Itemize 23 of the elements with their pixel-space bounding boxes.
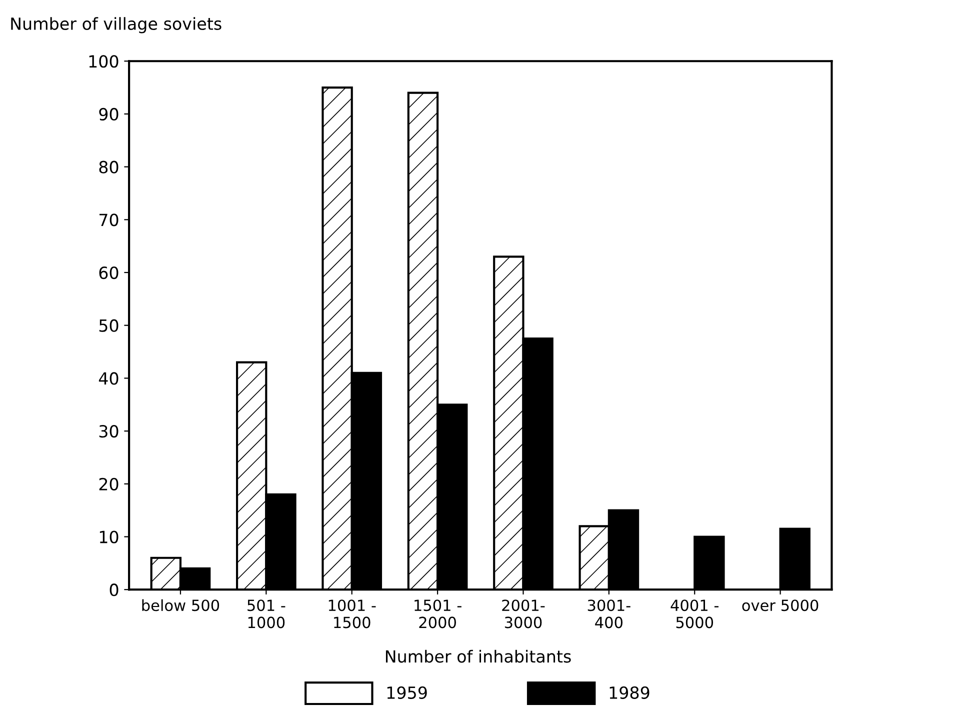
y-tick-label: 30 [99, 425, 118, 438]
y-tick-label: 20 [99, 478, 118, 490]
y-tick-label: 70 [99, 214, 118, 226]
x-tick-label: 1501 - 2000 [414, 600, 462, 628]
x-tick-label: over 5000 [742, 600, 818, 612]
y-tick-label: 50 [99, 319, 118, 332]
x-tick-label: below 500 [142, 599, 220, 612]
y-tick-label: 90 [99, 108, 118, 121]
legend-label: 1989 [610, 686, 650, 699]
x-axis-title: Number of inhabitants [386, 650, 571, 663]
y-tick-label: 40 [98, 372, 118, 385]
x-tick-label: 1001 - 1500 [328, 600, 376, 628]
y-tick-label: 60 [99, 266, 118, 280]
x-tick-label: 2001- 3000 [502, 600, 545, 628]
x-tick-label: 501 - 1000 [248, 600, 286, 628]
y-tick-label: 80 [99, 160, 118, 174]
y-tick-label: 10 [100, 530, 118, 544]
x-tick-label: 3001- 400 [588, 600, 630, 628]
y-axis-title: Number of village soviets [11, 17, 222, 34]
legend-label: 1959 [387, 686, 427, 699]
y-tick-label: 0 [110, 584, 118, 596]
y-tick-label: 100 [89, 55, 118, 68]
x-tick-label: 4001 - 5000 [670, 600, 718, 628]
